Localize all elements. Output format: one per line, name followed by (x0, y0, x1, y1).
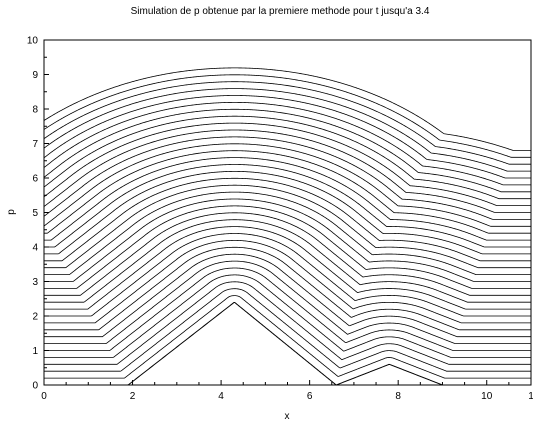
level-curve-9 (44, 240, 531, 324)
y-tick-label: 7 (32, 139, 38, 150)
y-tick-label: 5 (32, 208, 38, 219)
y-tick-label: 3 (32, 277, 38, 288)
y-tick-label: 4 (32, 243, 38, 254)
level-curve-16 (44, 191, 531, 275)
level-curve-12 (44, 219, 531, 303)
y-tick-label: 10 (27, 36, 39, 47)
level-curve-21 (44, 157, 531, 241)
level-curve-17 (44, 184, 531, 269)
level-curve-24 (43, 136, 531, 220)
level-curve-11 (44, 226, 531, 310)
plot-frame (43, 39, 532, 386)
level-curve-7 (44, 253, 531, 338)
y-tick-label: 9 (32, 70, 38, 81)
level-curve-27 (43, 115, 531, 200)
y-tick-label: 1 (32, 346, 38, 357)
x-tick-label: 1 (528, 391, 533, 402)
x-tick-label: 6 (307, 391, 313, 402)
x-tick-label: 2 (130, 391, 136, 402)
level-curve-34 (43, 67, 531, 151)
x-tick-label: 8 (395, 391, 401, 402)
y-tick-label: 2 (32, 312, 38, 323)
level-curve-30 (43, 95, 531, 179)
level-curve-5 (44, 267, 531, 351)
x-tick-label: 4 (218, 391, 224, 402)
level-curve-32 (43, 81, 531, 165)
level-curve-15 (44, 198, 531, 282)
y-tick-label: 0 (32, 381, 38, 392)
y-axis-label: p (6, 209, 17, 215)
level-curve-13 (44, 212, 531, 296)
level-curve-14 (44, 205, 531, 289)
level-curve-2 (44, 288, 531, 372)
chart-title: Simulation de p obtenue par la premiere … (131, 6, 430, 17)
y-tick-label: 8 (32, 105, 38, 116)
level-curve-1 (44, 295, 531, 379)
level-curve-22 (44, 150, 531, 234)
level-curve-4 (44, 274, 531, 358)
level-curve-23 (43, 143, 531, 227)
level-curve-31 (43, 88, 531, 172)
curve-series-group (43, 67, 531, 386)
x-tick-label: 0 (41, 391, 47, 402)
x-axis-label: x (285, 411, 290, 422)
level-curve-29 (43, 102, 531, 186)
level-curve-10 (44, 233, 531, 317)
level-curve-18 (44, 177, 531, 262)
level-curve-8 (44, 246, 531, 331)
x-tick-label: 10 (481, 391, 493, 402)
level-curve-19 (44, 171, 531, 255)
level-curve-25 (43, 129, 531, 213)
level-curve-6 (44, 260, 531, 344)
y-tick-label: 6 (32, 174, 38, 185)
level-curve-20 (44, 164, 531, 248)
level-curve-3 (44, 281, 531, 365)
level-curve-33 (43, 74, 531, 158)
level-curve-26 (43, 122, 531, 206)
level-curve-28 (43, 108, 531, 193)
